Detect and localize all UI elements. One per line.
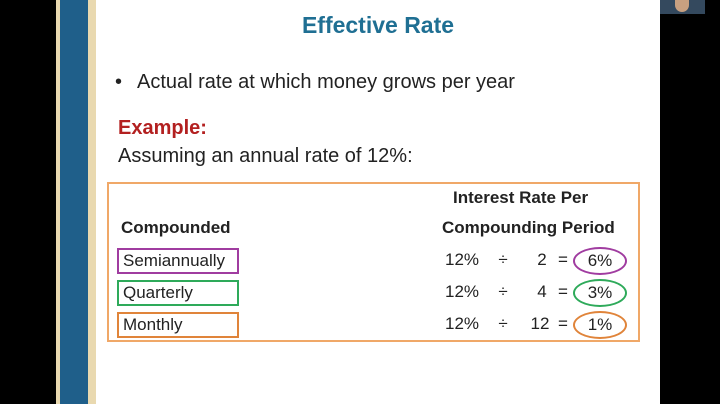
bullet-item: • Actual rate at which money grows per ye… — [115, 71, 515, 94]
row-divide-sign: ÷ — [498, 314, 508, 333]
rate-table: Compounded Interest Rate Per Compounding… — [107, 182, 640, 342]
slide-title: Effective Rate — [301, 12, 455, 38]
bullet-text: Actual rate at which money grows per yea… — [137, 71, 515, 93]
row-label-quarterly: Quarterly — [117, 280, 239, 306]
example-label: Example: — [118, 117, 207, 139]
header-interest-line2: Compounding Period — [442, 218, 615, 237]
row-rate: 12% — [444, 314, 480, 333]
row-equals-sign: = — [558, 282, 568, 301]
slide-left-bar — [60, 0, 88, 404]
header-compounded: Compounded — [121, 218, 231, 237]
row-rate: 12% — [444, 250, 480, 269]
row-rate: 12% — [444, 282, 480, 301]
row-periods: 2 — [537, 250, 547, 269]
row-result-oval: 1% — [573, 311, 627, 339]
webcam-person-icon — [675, 0, 689, 12]
bullet-dot-icon: • — [115, 71, 123, 93]
row-periods: 12 — [530, 314, 550, 333]
row-label-monthly: Monthly — [117, 312, 239, 338]
row-equals-sign: = — [558, 250, 568, 269]
row-result-oval: 3% — [573, 279, 627, 307]
row-label-semiannually: Semiannually — [117, 248, 239, 274]
row-periods: 4 — [537, 282, 547, 301]
row-divide-sign: ÷ — [498, 250, 508, 269]
row-result-oval: 6% — [573, 247, 627, 275]
row-divide-sign: ÷ — [498, 282, 508, 301]
header-interest-line1: Interest Rate Per — [453, 188, 589, 207]
assumption-text: Assuming an annual rate of 12%: — [118, 145, 413, 167]
row-equals-sign: = — [558, 314, 568, 333]
